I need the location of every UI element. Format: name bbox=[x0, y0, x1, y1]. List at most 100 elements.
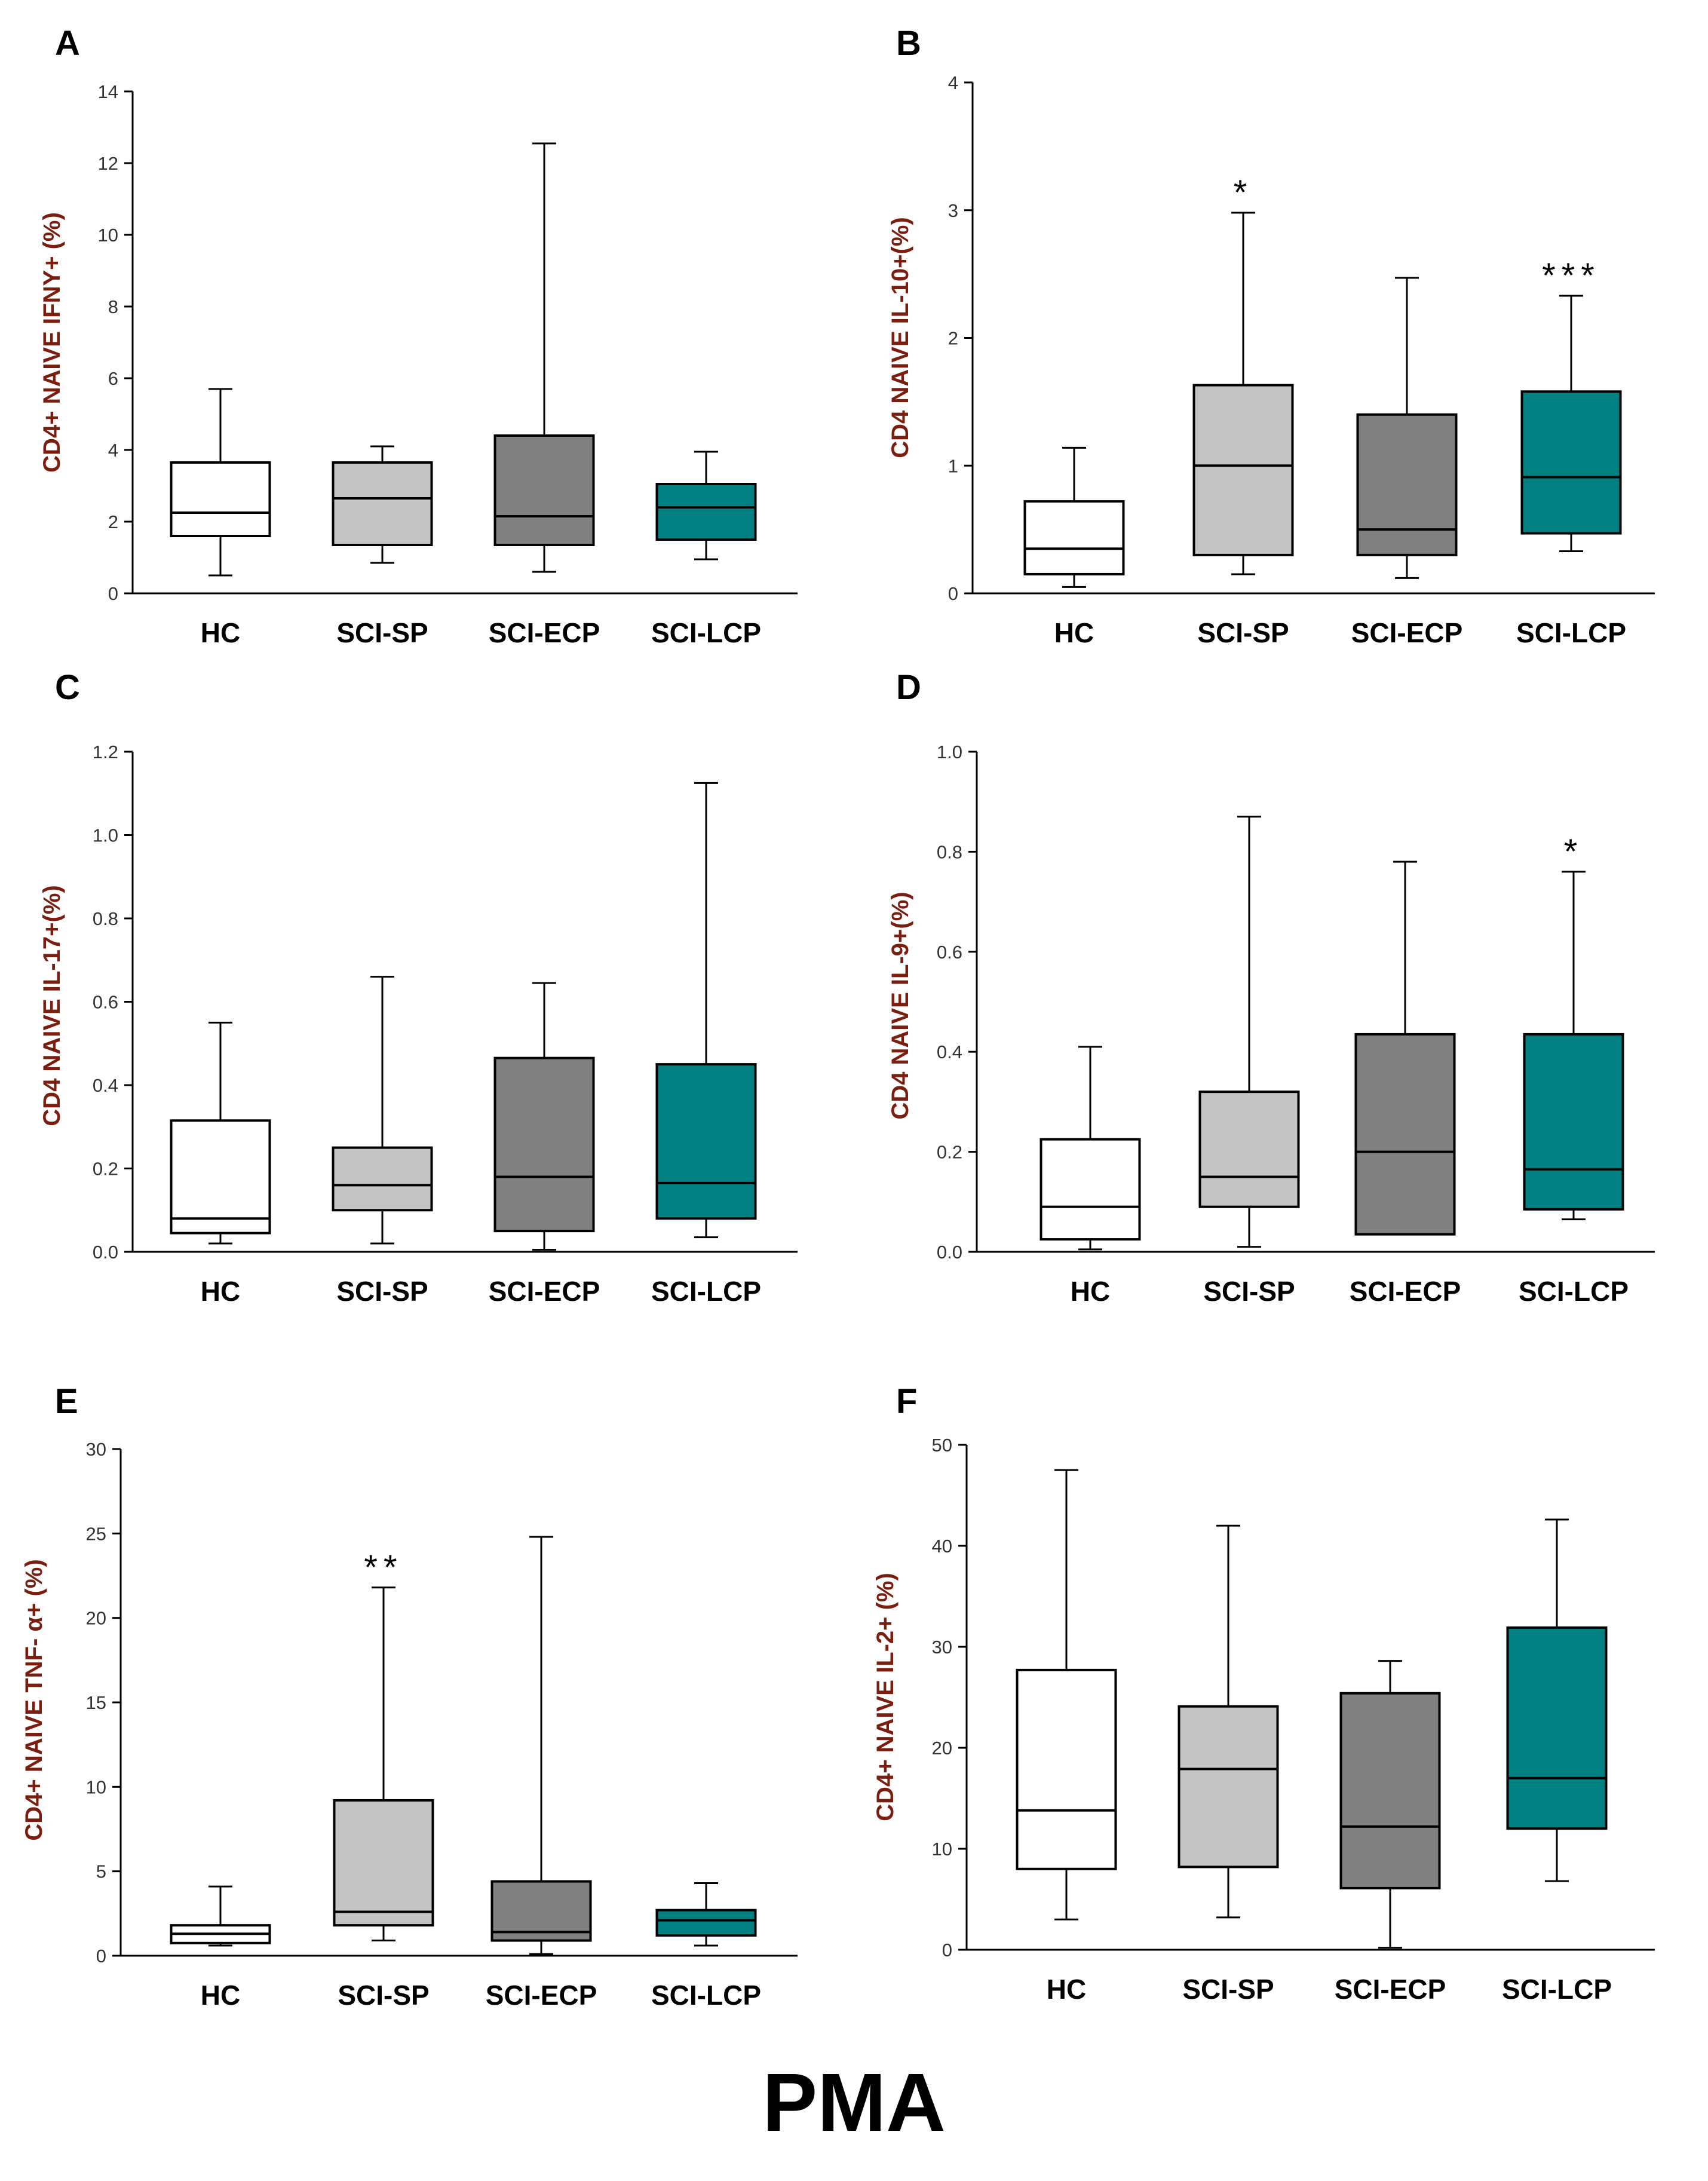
box-iqr bbox=[493, 434, 595, 546]
box-sci-sp bbox=[1177, 1524, 1279, 1919]
y-tick-label: 25 bbox=[86, 1523, 106, 1544]
box-iqr bbox=[490, 1880, 592, 1942]
x-tick-label: SCI-ECP bbox=[486, 1980, 597, 2011]
y-tick-label: 5 bbox=[96, 1861, 106, 1882]
panel-letter: F bbox=[896, 1382, 917, 1421]
y-tick-label: 0.2 bbox=[937, 1142, 962, 1163]
panel-letter: D bbox=[896, 668, 921, 707]
box-iqr bbox=[1023, 500, 1125, 575]
figure-title: PMA bbox=[762, 2057, 946, 2149]
box-sci-lcp bbox=[655, 1882, 757, 1947]
box-iqr bbox=[1039, 1138, 1141, 1241]
y-tick-label: 40 bbox=[932, 1536, 952, 1557]
x-tick-label: SCI-SP bbox=[338, 1980, 429, 2011]
significance-label: * bbox=[1564, 832, 1584, 871]
y-tick-label: 0.2 bbox=[93, 1159, 118, 1180]
box-sci-ecp bbox=[493, 142, 595, 573]
x-tick-label: SCI-ECP bbox=[1335, 1974, 1446, 2005]
x-tick-label: SCI-SP bbox=[1203, 1276, 1295, 1307]
x-tick-label: HC bbox=[1047, 1974, 1086, 2005]
box-iqr bbox=[1016, 1668, 1117, 1870]
y-tick-label: 0.0 bbox=[937, 1242, 962, 1263]
x-tick-label: SCI-LCP bbox=[651, 1276, 761, 1307]
y-tick-label: 20 bbox=[86, 1608, 106, 1629]
box-sci-ecp bbox=[493, 982, 595, 1251]
y-tick-label: 0 bbox=[108, 583, 118, 604]
box-iqr bbox=[332, 461, 433, 546]
box-sci-lcp: * bbox=[1523, 832, 1624, 1221]
y-tick-label: 10 bbox=[86, 1776, 106, 1797]
y-tick-label: 1.2 bbox=[93, 742, 118, 762]
y-tick-label: 10 bbox=[932, 1839, 952, 1860]
box-iqr bbox=[170, 1119, 271, 1235]
y-tick-label: 0 bbox=[942, 1940, 952, 1961]
y-tick-label: 50 bbox=[932, 1435, 952, 1456]
box-iqr bbox=[1198, 1090, 1300, 1208]
box-hc bbox=[1023, 446, 1125, 588]
y-tick-label: 0.0 bbox=[93, 1242, 118, 1263]
panel-letter: B bbox=[896, 24, 921, 63]
y-tick-label: 0.8 bbox=[93, 908, 118, 929]
y-axis-label: CD4+ NAIVE IFNY+ (%) bbox=[39, 212, 65, 473]
box-iqr bbox=[1177, 1705, 1279, 1868]
y-tick-label: 30 bbox=[86, 1439, 106, 1460]
box-sci-sp bbox=[1198, 816, 1300, 1248]
x-tick-label: HC bbox=[1071, 1276, 1110, 1307]
y-axis-label: CD4 NAIVE IL-17+(%) bbox=[39, 885, 65, 1126]
panel-letter: A bbox=[55, 24, 80, 63]
y-tick-label: 3 bbox=[948, 200, 958, 221]
x-tick-label: SCI-SP bbox=[1197, 617, 1289, 648]
y-tick-label: 30 bbox=[932, 1637, 952, 1658]
x-tick-label: HC bbox=[1054, 617, 1094, 648]
y-tick-label: 15 bbox=[86, 1692, 106, 1713]
x-tick-label: SCI-ECP bbox=[1350, 1276, 1461, 1307]
y-tick-label: 2 bbox=[108, 511, 118, 532]
x-tick-label: SCI-LCP bbox=[651, 617, 761, 648]
box-sci-ecp bbox=[490, 1536, 592, 1955]
y-tick-label: 6 bbox=[108, 368, 118, 389]
y-tick-label: 20 bbox=[932, 1738, 952, 1759]
y-tick-label: 10 bbox=[98, 225, 118, 246]
box-iqr bbox=[332, 1146, 433, 1212]
box-iqr bbox=[1520, 390, 1622, 535]
y-axis-label: CD4 NAIVE IL-9+(%) bbox=[887, 892, 913, 1119]
panel-b: B 0 1 2 3 4 CD4 NAIVE IL-10+(%) HC * SCI-SP SCI-EC… bbox=[887, 24, 1655, 648]
y-tick-label: 4 bbox=[108, 440, 118, 461]
panel-f: F 0 10 20 30 40 50 CD4+ NAIVE IL-2+ (%) HC SCI-SP… bbox=[872, 1382, 1655, 2005]
box-iqr bbox=[1192, 384, 1294, 556]
box-iqr bbox=[1523, 1033, 1624, 1211]
box-iqr bbox=[1356, 413, 1458, 556]
y-tick-label: 8 bbox=[108, 296, 118, 317]
y-tick-label: 0.6 bbox=[93, 992, 118, 1013]
box-hc bbox=[170, 1885, 271, 1947]
y-tick-label: 0.4 bbox=[937, 1042, 962, 1062]
y-axis-label: CD4+ NAIVE IL-2+ (%) bbox=[872, 1573, 899, 1821]
x-tick-label: SCI-ECP bbox=[489, 1276, 600, 1307]
y-tick-label: 0.8 bbox=[937, 841, 962, 862]
significance-label: ** bbox=[364, 1548, 403, 1587]
x-tick-label: HC bbox=[201, 617, 240, 648]
x-tick-label: SCI-SP bbox=[1182, 1974, 1274, 2005]
x-tick-label: SCI-SP bbox=[336, 617, 428, 648]
box-sci-lcp bbox=[655, 782, 757, 1239]
y-tick-label: 14 bbox=[98, 81, 118, 102]
box-sci-sp: * bbox=[1192, 173, 1294, 575]
y-tick-label: 12 bbox=[98, 153, 118, 174]
box-iqr bbox=[1506, 1626, 1608, 1830]
y-tick-label: 4 bbox=[948, 72, 958, 93]
y-tick-label: 0.6 bbox=[937, 942, 962, 963]
box-iqr bbox=[655, 483, 757, 541]
x-tick-label: HC bbox=[201, 1980, 240, 2011]
x-tick-label: SCI-SP bbox=[336, 1276, 428, 1307]
y-axis-label: CD4 NAIVE IL-10+(%) bbox=[887, 217, 913, 458]
y-tick-label: 0 bbox=[96, 1946, 106, 1966]
box-sci-ecp bbox=[1356, 277, 1458, 579]
panel-letter: C bbox=[55, 668, 80, 707]
box-sci-lcp bbox=[1506, 1518, 1608, 1882]
box-iqr bbox=[493, 1056, 595, 1233]
box-hc bbox=[170, 388, 271, 577]
box-iqr bbox=[170, 461, 271, 537]
box-sci-sp bbox=[332, 445, 433, 564]
box-hc bbox=[170, 1021, 271, 1245]
x-tick-label: SCI-ECP bbox=[1351, 617, 1463, 648]
